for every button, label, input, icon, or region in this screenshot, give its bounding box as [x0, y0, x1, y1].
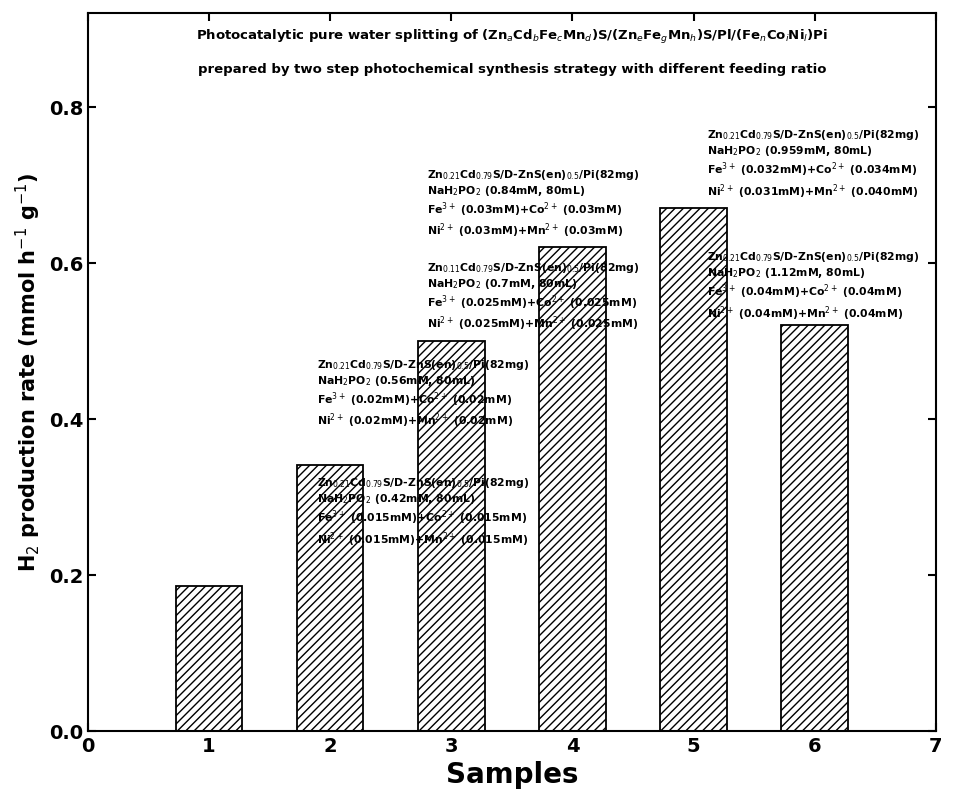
Text: Zn$_{0.11}$Cd$_{0.79}$S/D-ZnS(en)$_{0.5}$/Pi(82mg)
NaH$_2$PO$_2$ (0.7mM, 80mL)
F: Zn$_{0.11}$Cd$_{0.79}$S/D-ZnS(en)$_{0.5}… [427, 261, 640, 333]
X-axis label: Samples: Samples [446, 760, 579, 788]
Text: Zn$_{0.21}$Cd$_{0.79}$S/D-ZnS(en)$_{0.5}$/Pi(82mg)
NaH$_2$PO$_2$ (0.959mM, 80mL): Zn$_{0.21}$Cd$_{0.79}$S/D-ZnS(en)$_{0.5}… [707, 128, 920, 200]
Text: Zn$_{0.21}$Cd$_{0.79}$S/D-ZnS(en)$_{0.5}$/Pi(82mg)
NaH$_2$PO$_2$ (0.84mM, 80mL)
: Zn$_{0.21}$Cd$_{0.79}$S/D-ZnS(en)$_{0.5}… [427, 168, 639, 240]
Bar [297, 466, 363, 731]
Text: Zn$_{0.21}$Cd$_{0.79}$S/D-ZnS(en)$_{0.5}$/Pi(82mg)
NaH$_2$PO$_2$ (0.42mM, 80mL)
: Zn$_{0.21}$Cd$_{0.79}$S/D-ZnS(en)$_{0.5}… [317, 476, 530, 548]
Text: Zn$_{0.21}$Cd$_{0.79}$S/D-ZnS(en)$_{0.5}$/Pi(82mg)
NaH$_2$PO$_2$ (0.56mM, 80mL)
: Zn$_{0.21}$Cd$_{0.79}$S/D-ZnS(en)$_{0.5}… [317, 357, 530, 430]
Bar [660, 209, 727, 731]
Bar [176, 586, 242, 731]
Bar [781, 326, 848, 731]
Text: Photocatalytic pure water splitting of (Zn$_a$Cd$_b$Fe$_c$Mn$_d$)S/(Zn$_e$Fe$_g$: Photocatalytic pure water splitting of (… [196, 28, 827, 76]
Bar [539, 248, 605, 731]
Bar [418, 341, 484, 731]
Y-axis label: H$_2$ production rate (mmol h$^{-1}$ g$^{-1}$): H$_2$ production rate (mmol h$^{-1}$ g$^… [13, 173, 43, 572]
Text: Zn$_{0.21}$Cd$_{0.79}$S/D-ZnS(en)$_{0.5}$/Pi(82mg)
NaH$_2$PO$_2$ (1.12mM, 80mL)
: Zn$_{0.21}$Cd$_{0.79}$S/D-ZnS(en)$_{0.5}… [707, 249, 920, 322]
